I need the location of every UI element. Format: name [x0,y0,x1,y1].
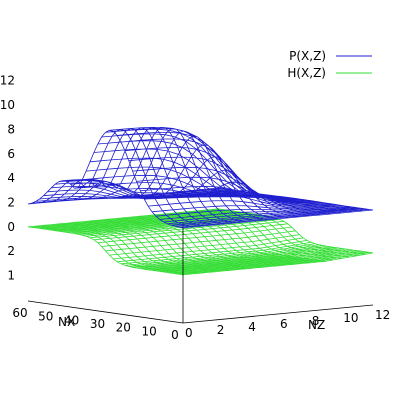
h-surface-mesh [27,208,374,276]
y-axis-line [182,304,374,324]
z-tick-label-p: 2 [7,196,15,210]
x-tick-label: 40 [64,313,79,327]
y-tick-label: 2 [217,323,225,337]
z-tick-label-p: 6 [7,147,15,161]
y-tick-label: 4 [248,320,256,334]
y-tick-label: 10 [343,311,358,325]
x-tick-label: 30 [90,317,105,331]
legend-label-h: H(X,Z) [287,66,326,80]
h-surface-lines [27,208,374,276]
p-surface-lines [27,126,374,229]
x-tick-label: 60 [12,306,27,320]
y-tick-label: 6 [280,317,288,331]
z-tick-label-p: 0 [7,220,15,234]
x-tick-label: 0 [171,328,179,342]
y-tick-label: 12 [375,308,390,322]
y-tick-label: 0 [185,326,193,340]
legend-label-p: P(X,Z) [289,49,326,63]
z-tick-label-p: 4 [7,171,15,185]
y-tick-label: 8 [312,314,320,328]
z-tick-label-p: 10 [0,98,15,112]
y-axis-label: NZ [308,318,325,332]
x-tick-label: 10 [142,324,157,338]
x-tick-label: 50 [38,310,53,324]
x-axis-line [27,300,184,324]
p-surface-mesh [27,126,374,229]
axis-frame [27,223,374,324]
x-tick-label: 20 [116,321,131,335]
legend: P(X,Z) H(X,Z) [287,49,372,80]
z-tick-label-p: 12 [0,74,15,88]
z-tick-label-h: 2 [7,244,15,258]
x-axis-label: NX [58,315,75,329]
z-tick-label-p: 8 [7,122,15,136]
z-tick-label-h: 1 [7,269,15,283]
